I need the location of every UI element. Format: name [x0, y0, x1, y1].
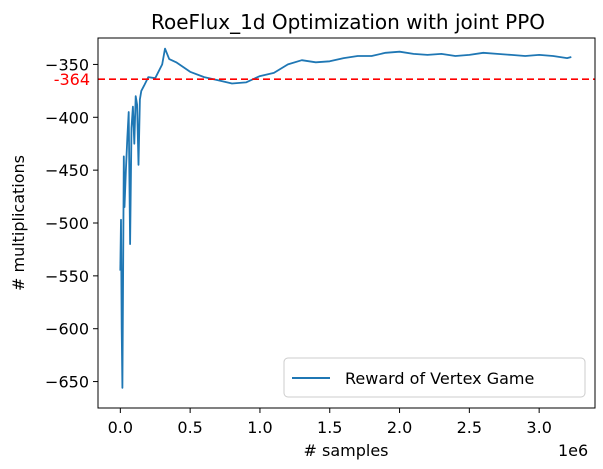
x-tick-label: 0.5: [177, 418, 202, 437]
reference-line-label: -364: [54, 70, 90, 89]
y-axis-label: # multiplications: [9, 155, 28, 291]
x-tick-label: 2.0: [387, 418, 412, 437]
x-tick-label: 0.0: [108, 418, 133, 437]
series-layer: [119, 47, 572, 389]
y-tick-label: −600: [45, 320, 89, 339]
x-tick-label: 3.0: [526, 418, 551, 437]
x-tick-label: 2.5: [457, 418, 482, 437]
y-axis: −350 −400 −450 −500 −550 −600 −650: [45, 55, 98, 392]
y-tick-label: −650: [45, 373, 89, 392]
series-line-0: [119, 47, 572, 389]
chart-title: RoeFlux_1d Optimization with joint PPO: [151, 10, 545, 34]
x-tick-label: 1.0: [247, 418, 272, 437]
x-axis-label: # samples: [304, 441, 389, 460]
legend: Reward of Vertex Game: [283, 357, 586, 398]
y-tick-label: −550: [45, 267, 89, 286]
y-tick-label: −500: [45, 214, 89, 233]
legend-box: [283, 357, 586, 398]
x-axis-offset-label: 1e6: [558, 441, 588, 460]
x-tick-label: 1.5: [317, 418, 342, 437]
y-tick-label: −450: [45, 161, 89, 180]
y-tick-label: −350: [45, 55, 89, 74]
x-axis: 0.0 0.5 1.0 1.5 2.0 2.5 3.0: [108, 408, 552, 437]
y-tick-label: −400: [45, 108, 89, 127]
legend-entry-label: Reward of Vertex Game: [345, 369, 534, 388]
